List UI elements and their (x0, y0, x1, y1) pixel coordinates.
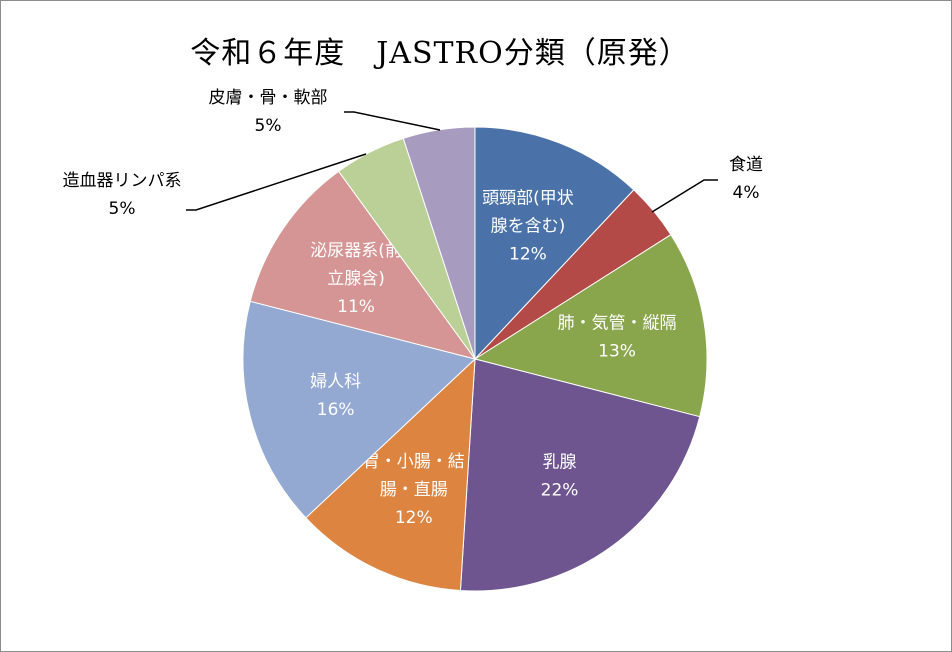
leader-line (186, 153, 367, 211)
slice-name: 腺を含む) (491, 216, 566, 236)
leader-line (651, 179, 718, 213)
slice-label: 食道 4% (729, 155, 763, 203)
slice-label: 造血器リンパ系 5% (63, 171, 182, 219)
slice-label: 胃・小腸・結腸・直腸 12% (363, 452, 465, 528)
pie-slice (305, 357, 476, 592)
pie-slice (459, 358, 701, 592)
pie-slice (242, 300, 477, 519)
slice-name: 腸・直腸 (380, 480, 448, 500)
slice-percent: 12% (395, 508, 433, 528)
slice-label: 乳腺 22% (541, 452, 579, 500)
slice-label: 泌尿器系(前立腺含) 11% (310, 241, 402, 317)
slice-percent: 16% (317, 400, 355, 420)
chart-title: 令和６年度 JASTRO分類（原発） (190, 36, 690, 71)
slice-label: 皮膚・骨・軟部 5% (209, 88, 328, 136)
slice-name: 肺・気管・縦隔 (558, 313, 677, 333)
slice-percent: 11% (337, 297, 375, 317)
slice-percent: 22% (541, 480, 579, 500)
slice-name: 皮膚・骨・軟部 (209, 88, 328, 108)
slice-name: 乳腺 (543, 452, 577, 472)
slice-label: 肺・気管・縦隔 13% (558, 313, 677, 361)
slice-label: 頭頸部(甲状腺を含む) 12% (482, 188, 574, 264)
slice-name: 立腺含) (327, 269, 385, 289)
slice-percent: 5% (255, 116, 282, 136)
slice-name: 胃・小腸・結 (363, 452, 465, 472)
slice-name: 造血器リンパ系 (63, 171, 182, 191)
slice-label: 婦人科 16% (310, 372, 361, 420)
slice-name: 食道 (729, 155, 763, 175)
leader-line (344, 111, 441, 131)
pie-slice (473, 233, 708, 418)
slice-percent: 5% (109, 199, 136, 219)
slice-name: 泌尿器系(前 (310, 241, 402, 261)
slice-percent: 4% (733, 183, 760, 203)
slice-percent: 13% (598, 341, 636, 361)
slice-percent: 12% (509, 244, 547, 264)
pie-slice (249, 170, 477, 360)
slice-name: 頭頸部(甲状 (482, 188, 574, 208)
slice-name: 婦人科 (310, 372, 361, 392)
pie-slice (474, 126, 635, 361)
